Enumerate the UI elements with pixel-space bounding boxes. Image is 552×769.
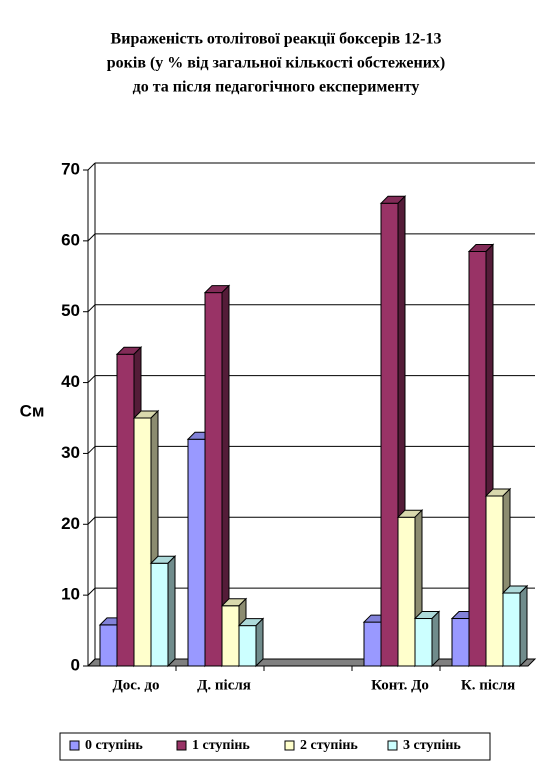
- grid-line-side: [87, 658, 96, 667]
- bar-front: [485, 495, 504, 667]
- bar-front: [363, 621, 382, 667]
- legend-label: 0 ступінь: [85, 738, 143, 753]
- bar-front: [187, 438, 206, 667]
- bar-front: [221, 605, 240, 667]
- grid-line-side: [87, 233, 96, 242]
- grid-line-side: [87, 587, 96, 596]
- y-tick-label: 10: [61, 585, 80, 604]
- bar-front: [133, 417, 152, 667]
- bar-front: [468, 250, 487, 667]
- bar-front: [380, 202, 399, 667]
- legend-box: [59, 732, 491, 761]
- y-tick-label: 20: [61, 514, 80, 533]
- bar-front: [397, 516, 416, 667]
- x-tick-label: Конт. До: [371, 677, 429, 693]
- grid-line-side: [87, 375, 96, 383]
- bar-front: [116, 353, 135, 667]
- bar-front: [451, 618, 470, 667]
- legend-swatch: [284, 740, 295, 751]
- bar-front: [502, 592, 521, 667]
- legend-label: 3 ступінь: [403, 738, 461, 753]
- chart-title: років (у % від загальної кількості обсте…: [107, 55, 445, 72]
- x-tick-label: Д. після: [197, 677, 251, 693]
- bar: [237, 617, 265, 668]
- bar-front: [204, 292, 223, 667]
- bar-side: [431, 610, 440, 668]
- bar-side: [255, 617, 264, 668]
- x-tick-label: Дос. до: [112, 677, 159, 693]
- grid-line-side: [87, 446, 96, 454]
- bar-front: [238, 625, 257, 667]
- y-tick-label: 0: [71, 655, 80, 674]
- bar-front: [99, 624, 118, 667]
- legend-swatch: [387, 740, 398, 751]
- y-tick-label: 50: [61, 301, 80, 320]
- bar-side: [167, 555, 176, 668]
- legend-swatch: [69, 740, 80, 751]
- y-tick-label: 60: [61, 230, 80, 249]
- bar-front: [414, 618, 433, 667]
- chart-title: до та після педагогічного експерименту: [133, 79, 420, 96]
- chart-title: Вираженість отолітової реакції боксерів …: [111, 31, 442, 48]
- y-tick-label: 30: [61, 443, 80, 462]
- grid-line-side: [87, 162, 96, 171]
- bar-side: [519, 584, 528, 668]
- y-tick-label: 40: [61, 372, 80, 391]
- y-tick-label: 70: [61, 159, 80, 178]
- bar: [149, 555, 177, 668]
- grid-line-side: [87, 516, 96, 525]
- bar: [501, 584, 529, 668]
- grid-line-side: [87, 304, 96, 313]
- y-axis-label: См: [20, 401, 45, 420]
- legend-swatch: [176, 740, 187, 751]
- bar: [413, 610, 441, 668]
- bar: [203, 284, 231, 668]
- legend-label: 1 ступінь: [192, 738, 250, 753]
- legend-label: 2 ступінь: [300, 738, 358, 753]
- x-tick-label: К. після: [461, 677, 515, 693]
- bar-front: [150, 562, 169, 667]
